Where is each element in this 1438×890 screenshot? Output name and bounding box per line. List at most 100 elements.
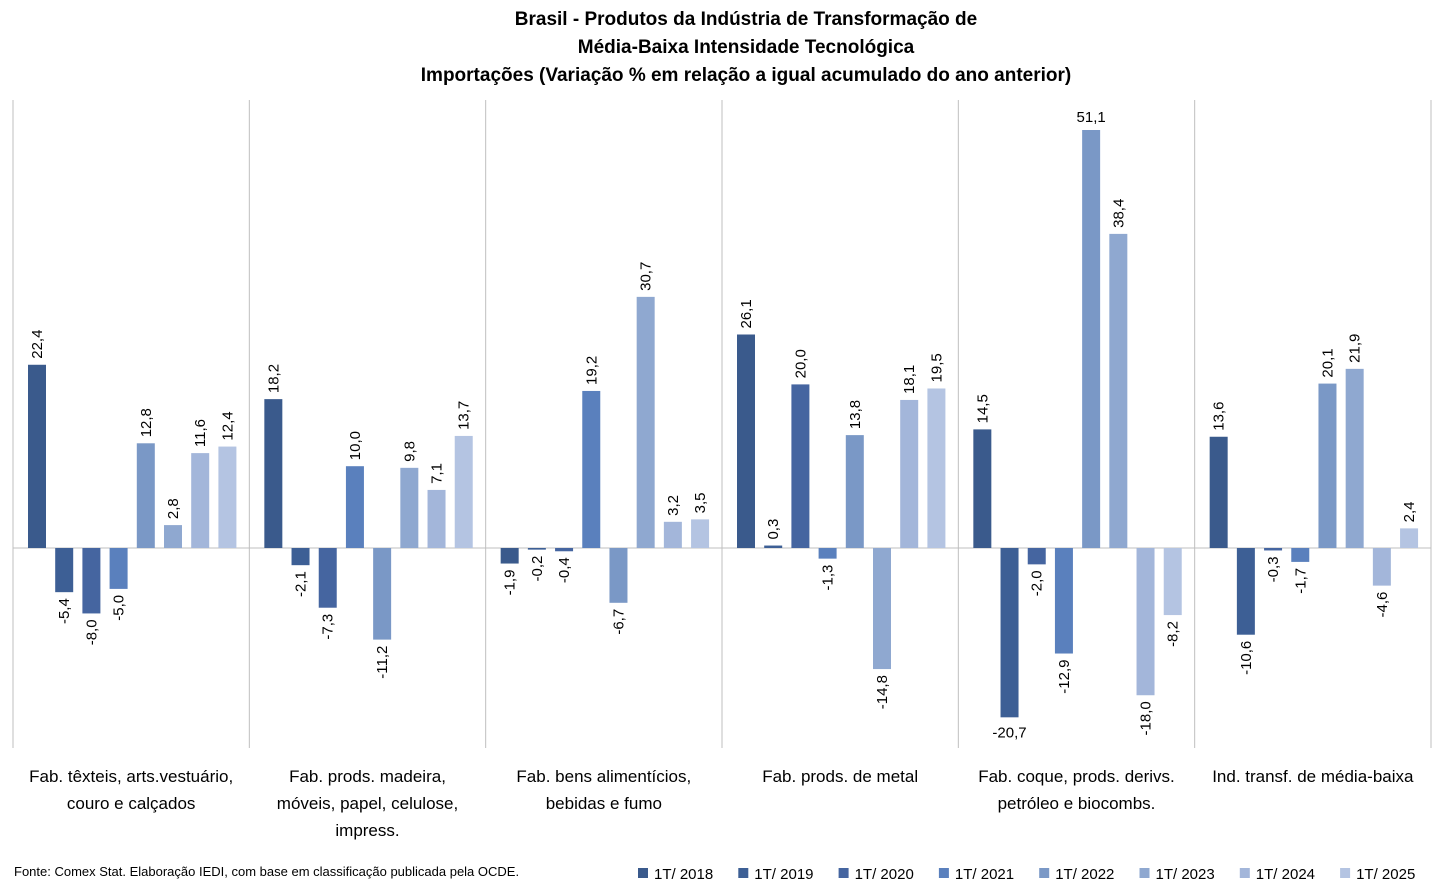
category-label: Fab. prods. de metal	[762, 767, 918, 786]
bar	[818, 548, 837, 559]
group-dividers	[12, 100, 1432, 748]
bar	[691, 519, 710, 548]
category-label: bebidas e fumo	[546, 794, 662, 813]
data-label: 13,6	[1211, 402, 1228, 431]
legend-label: 1T/ 2022	[1055, 866, 1114, 883]
bar	[927, 388, 946, 548]
bar	[454, 435, 473, 548]
chart-title-line: Média-Baixa Intensidade Tecnológica	[578, 37, 915, 58]
legend-label: 1T/ 2019	[754, 866, 813, 883]
legend-swatch	[638, 868, 648, 878]
bars	[28, 130, 1419, 718]
data-label: -1,9	[502, 570, 519, 596]
legend-label: 1T/ 2024	[1256, 866, 1315, 883]
bar	[582, 390, 601, 548]
bar	[663, 521, 682, 548]
bar	[136, 443, 155, 548]
bar	[1209, 436, 1228, 548]
bar	[1082, 130, 1101, 548]
data-label: -5,4	[56, 598, 73, 624]
bar	[1372, 548, 1391, 586]
legend: 1T/ 2018 1T/ 2019 1T/ 2020 1T/ 2021 1T/ 2022…	[638, 866, 1415, 883]
bar	[1264, 548, 1283, 551]
category-labels: Fab. têxteis, arts.vestuário, couro e cal…	[29, 767, 1414, 840]
bar	[264, 399, 283, 548]
bar	[55, 548, 74, 593]
bar	[527, 548, 546, 550]
legend-swatch	[1239, 868, 1250, 878]
data-labels: 22,4 18,2 -1,9 26,1 14,5 13,6 -5,4 -2,1 -0,2 0,3 -…	[29, 109, 1418, 741]
category-label: Ind. transf. de média-baixa	[1212, 767, 1414, 786]
category-label: Fab. prods. madeira,	[289, 767, 446, 786]
category-label: couro e calçados	[67, 794, 196, 813]
data-label: 2,8	[165, 498, 182, 519]
source-note: Fonte: Comex Stat. Elaboração IEDI, com …	[14, 864, 519, 879]
bar	[791, 384, 810, 548]
legend-swatch	[1340, 868, 1351, 878]
bar	[291, 548, 310, 566]
bar	[764, 545, 783, 548]
bar	[1236, 548, 1255, 635]
bar	[191, 453, 210, 548]
bar	[427, 489, 446, 548]
data-label: 2,4	[1401, 502, 1418, 523]
data-label: 7,1	[429, 463, 446, 484]
data-label: 13,7	[456, 401, 473, 430]
data-label: 38,4	[1110, 199, 1127, 228]
legend-label: 1T/ 2025	[1356, 866, 1415, 883]
bar	[555, 548, 574, 552]
data-label: 22,4	[29, 330, 46, 359]
data-label: 20,0	[792, 349, 809, 378]
bar	[1291, 548, 1310, 562]
data-label: 51,1	[1077, 109, 1106, 126]
data-label: 11,6	[192, 419, 209, 447]
data-label: -11,2	[374, 646, 391, 679]
data-label: -2,0	[1029, 570, 1046, 596]
data-label: 12,8	[138, 408, 155, 437]
data-label: 3,5	[692, 493, 709, 514]
data-label: 9,8	[401, 441, 418, 462]
legend-label: 1T/ 2023	[1156, 866, 1215, 883]
data-label: -20,7	[992, 724, 1026, 741]
bar	[1345, 368, 1364, 548]
legend-swatch	[1039, 868, 1050, 878]
category-label: impress.	[335, 821, 399, 840]
category-label: Fab. têxteis, arts.vestuário,	[29, 767, 233, 786]
legend-swatch	[938, 868, 949, 878]
legend-label: 1T/ 2018	[654, 866, 713, 883]
bar	[873, 548, 891, 670]
bar	[373, 548, 392, 640]
bar	[164, 525, 182, 548]
bar	[1136, 548, 1155, 696]
data-label: -6,7	[610, 609, 627, 635]
data-label: 26,1	[738, 299, 755, 328]
chart-title-line: Brasil - Produtos da Indústria de Transf…	[515, 9, 977, 30]
data-label: 12,4	[219, 411, 236, 440]
data-label: 19,2	[583, 356, 600, 385]
data-label: -8,0	[83, 619, 100, 645]
chart-title: Brasil - Produtos da Indústria de Transf…	[421, 9, 1071, 86]
bar	[345, 466, 364, 548]
bar	[82, 548, 101, 614]
data-label: -14,8	[874, 675, 891, 709]
bar	[109, 548, 128, 589]
category-label: petróleo e biocombs.	[998, 794, 1156, 813]
bar	[609, 548, 628, 603]
bar	[636, 296, 655, 548]
bar	[1027, 548, 1046, 565]
chart-title-line: Importações (Variação % em relação a igu…	[421, 65, 1071, 86]
data-label: 10,0	[347, 431, 364, 460]
data-label: 19,5	[928, 353, 945, 382]
bar	[218, 446, 237, 548]
legend-swatch	[838, 868, 849, 878]
data-label: -8,2	[1165, 621, 1182, 647]
bar	[845, 435, 864, 548]
category-label: móveis, papel, celulose,	[277, 794, 458, 813]
bar	[1109, 233, 1128, 549]
data-label: 18,1	[901, 365, 918, 394]
data-label: -4,6	[1374, 592, 1391, 618]
bar	[28, 364, 46, 548]
data-label: -2,1	[293, 571, 310, 597]
bar	[318, 548, 337, 608]
